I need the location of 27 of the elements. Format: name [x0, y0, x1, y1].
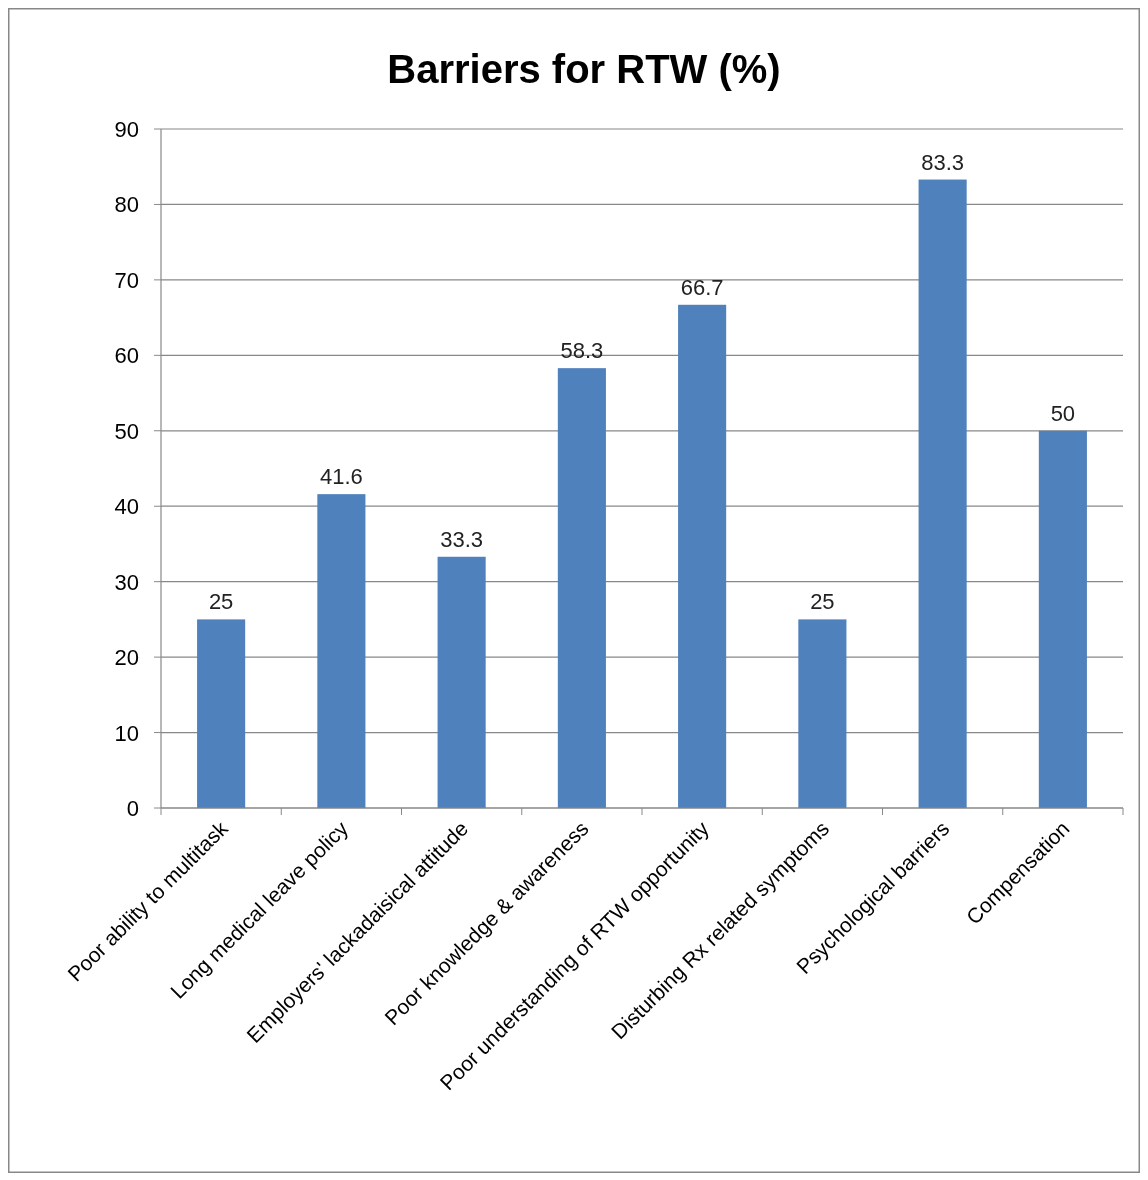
data-label: 66.7: [680, 274, 724, 300]
y-tick-label: 80: [114, 192, 139, 218]
y-tick-label: 90: [114, 117, 139, 142]
data-label: 50: [1050, 400, 1076, 426]
y-tick-label: 70: [114, 267, 139, 293]
y-tick-label: 40: [114, 494, 139, 520]
bar: [437, 556, 486, 808]
y-tick-label: 0: [126, 796, 139, 821]
bar: [317, 494, 366, 808]
data-label: 33.3: [440, 526, 484, 552]
bar: [678, 304, 727, 808]
bar: [557, 368, 606, 808]
bar: [798, 619, 847, 808]
data-label: 58.3: [560, 338, 604, 364]
bar: [1038, 430, 1087, 808]
bar: [197, 619, 246, 808]
y-tick-label: 30: [114, 569, 139, 595]
y-tick-label: 20: [114, 645, 139, 671]
y-tick-label: 50: [114, 418, 139, 444]
data-label: 41.6: [319, 464, 363, 490]
y-tick-label: 60: [114, 343, 139, 369]
data-label: 25: [208, 589, 234, 615]
data-label: 25: [810, 589, 835, 615]
bar: [918, 179, 967, 808]
y-tick-label: 10: [114, 720, 139, 746]
chart-title: Barriers for RTW (%): [387, 47, 781, 91]
data-label: 83.3: [921, 149, 965, 175]
